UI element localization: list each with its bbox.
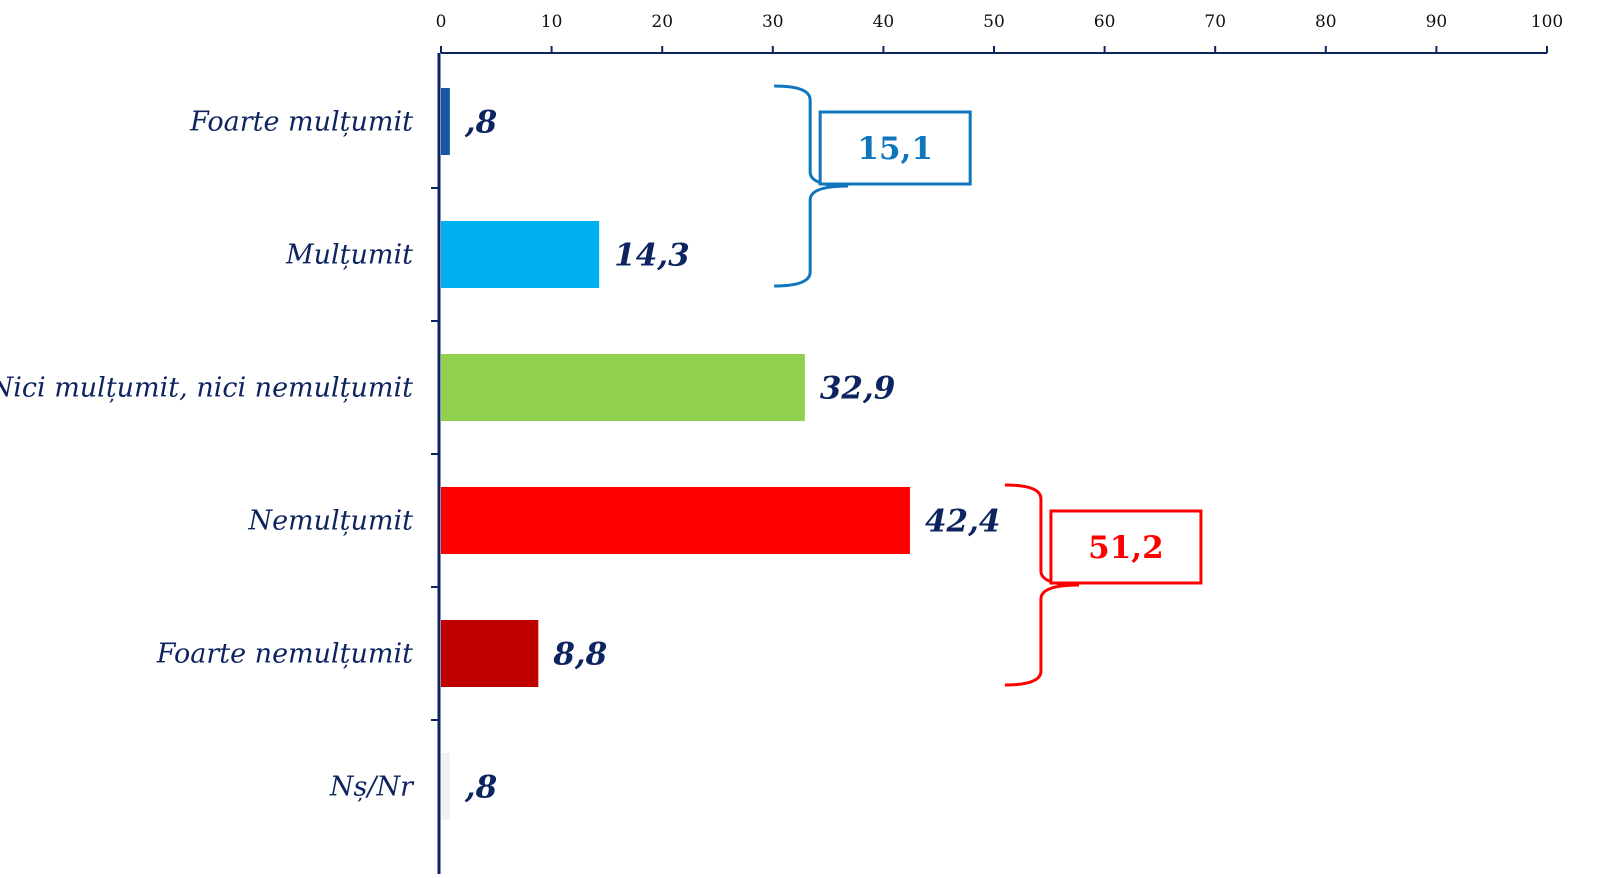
x-tick-label: 80 [1315, 12, 1337, 32]
category-label: Nemulțumit [247, 506, 413, 537]
value-label: 32,9 [820, 371, 896, 407]
category-label: Nș/Nr [329, 772, 415, 803]
x-tick-label: 10 [541, 12, 563, 32]
x-tick-label: 50 [983, 12, 1005, 32]
bar [441, 753, 450, 820]
bar [441, 221, 600, 288]
bar [441, 354, 805, 421]
value-label: ,8 [464, 105, 497, 141]
value-label: ,8 [464, 770, 497, 806]
group-total-label: 15,1 [857, 131, 933, 167]
bar-layer [441, 88, 910, 820]
x-tick-label: 30 [762, 12, 784, 32]
x-tick-label: 0 [436, 12, 447, 32]
category-label: Mulțumit [285, 240, 413, 271]
group-total-box [818, 110, 972, 186]
category-label: Foarte mulțumit [189, 107, 413, 138]
group-total-label: 51,2 [1088, 530, 1164, 566]
x-tick-label: 60 [1094, 12, 1116, 32]
bar [441, 487, 910, 554]
group-total-box [1049, 509, 1203, 585]
label-layer: Foarte mulțumit ,8 Mulțumit 14,3 Nici mulțum… [0, 105, 1000, 806]
value-label: 42,4 [925, 504, 1001, 540]
value-label: 14,3 [614, 238, 690, 274]
value-label: 8,8 [552, 637, 607, 673]
category-label: Foarte nemulțumit [156, 639, 413, 670]
x-tick-label: 20 [651, 12, 673, 32]
x-tick-label: 70 [1204, 12, 1226, 32]
x-tick-label: 90 [1426, 12, 1448, 32]
category-label: Nici mulțumit, nici nemulțumit [0, 373, 413, 404]
bar [441, 620, 539, 687]
axis-layer: 0 10 20 30 40 50 60 70 80 90 100 [431, 12, 1563, 874]
x-tick-label: 40 [873, 12, 895, 32]
x-tick-label: 100 [1531, 12, 1563, 32]
annotation-layer: 15,1 51,2 [774, 84, 1203, 687]
bar [441, 88, 450, 155]
